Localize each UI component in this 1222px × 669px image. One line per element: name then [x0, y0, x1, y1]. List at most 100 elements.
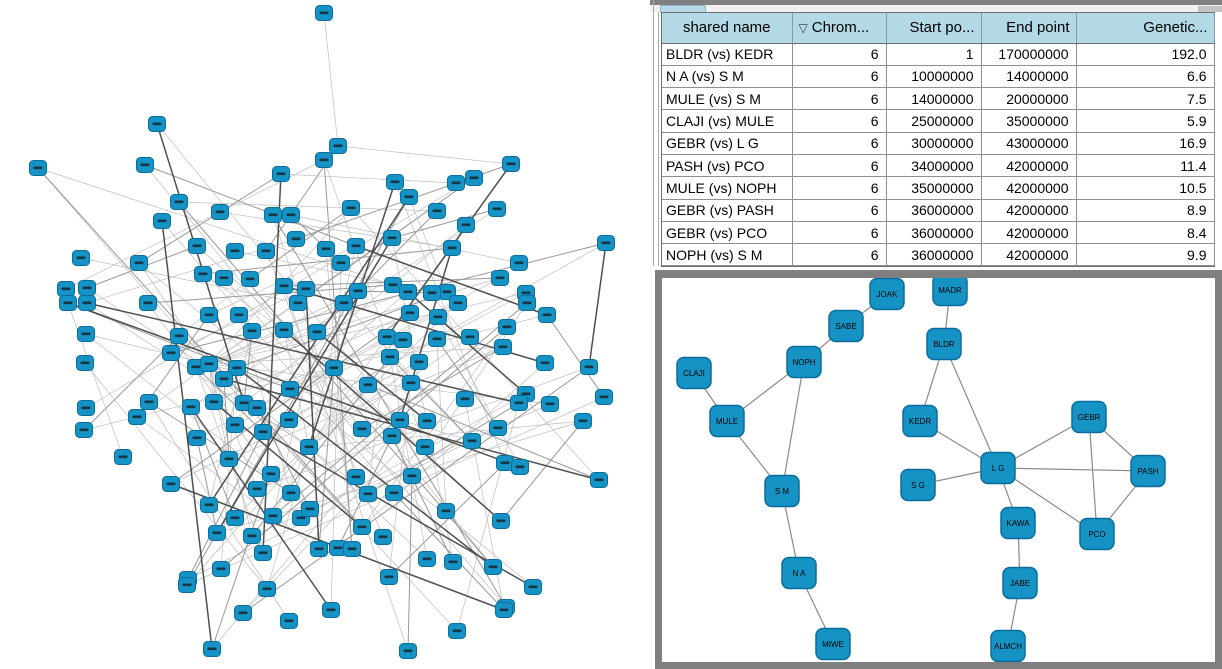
- network-node[interactable]: [400, 189, 418, 205]
- table-cell[interactable]: 9.9: [1076, 243, 1215, 267]
- network-node[interactable]: [489, 420, 507, 436]
- network-node[interactable]: [418, 413, 436, 429]
- network-node[interactable]: [335, 295, 353, 311]
- column-header-3[interactable]: End point: [981, 13, 1077, 44]
- table-cell[interactable]: 7.5: [1076, 87, 1215, 111]
- network-node[interactable]: [403, 468, 421, 484]
- network-node[interactable]: [212, 561, 230, 577]
- table-cell[interactable]: GEBR (vs) L G: [662, 132, 793, 155]
- network-node[interactable]: [226, 417, 244, 433]
- network-node[interactable]: [258, 581, 276, 597]
- network-node[interactable]: [443, 240, 461, 256]
- network-node[interactable]: [77, 400, 95, 416]
- table-cell[interactable]: 43000000: [981, 132, 1077, 155]
- table-cell[interactable]: NOPH (vs) S M: [662, 243, 793, 267]
- table-cell[interactable]: 36000000: [886, 199, 982, 222]
- network-node[interactable]: [300, 439, 318, 455]
- table-cell[interactable]: 6: [792, 199, 887, 222]
- network-node[interactable]: [461, 329, 479, 345]
- network-node-gebr[interactable]: GEBR: [1071, 400, 1107, 434]
- network-node-bldr[interactable]: BLDR: [926, 327, 962, 361]
- network-node[interactable]: [502, 156, 520, 172]
- network-node[interactable]: [359, 377, 377, 393]
- network-node[interactable]: [200, 356, 218, 372]
- table-cell[interactable]: 14000000: [981, 65, 1077, 89]
- table-cell[interactable]: 35000000: [981, 109, 1077, 133]
- table-cell[interactable]: PASH (vs) PCO: [662, 154, 793, 178]
- network-node-n-a[interactable]: N A: [781, 556, 817, 590]
- table-cell[interactable]: 42000000: [981, 221, 1077, 245]
- network-node[interactable]: [484, 559, 502, 575]
- network-node[interactable]: [226, 243, 244, 259]
- main-network-canvas[interactable]: [0, 0, 650, 669]
- network-node[interactable]: [248, 400, 266, 416]
- table-row[interactable]: CLAJI (vs) MULE 6 25000000 35000000 5.9: [662, 109, 1215, 133]
- table-cell[interactable]: 42000000: [981, 154, 1077, 178]
- network-node[interactable]: [208, 525, 226, 541]
- network-node-jabe[interactable]: JABE: [1002, 566, 1038, 600]
- network-node[interactable]: [580, 359, 598, 375]
- table-row[interactable]: MULE (vs) NOPH 6 35000000 42000000 10.5: [662, 176, 1215, 200]
- network-node-mule[interactable]: MULE: [709, 404, 745, 438]
- network-node[interactable]: [385, 485, 403, 501]
- network-node[interactable]: [257, 243, 275, 259]
- network-node[interactable]: [301, 501, 319, 517]
- table-cell[interactable]: 6.6: [1076, 65, 1215, 89]
- table-row[interactable]: N A (vs) S M 6 10000000 14000000 6.6: [662, 65, 1215, 89]
- table-cell[interactable]: 11.4: [1076, 154, 1215, 178]
- table-row[interactable]: GEBR (vs) PCO 6 36000000 42000000 8.4: [662, 221, 1215, 245]
- network-node[interactable]: [401, 305, 419, 321]
- network-node[interactable]: [383, 230, 401, 246]
- column-header-4[interactable]: Genetic...: [1076, 13, 1215, 44]
- network-node[interactable]: [353, 519, 371, 535]
- network-node[interactable]: [136, 157, 154, 173]
- network-node[interactable]: [57, 281, 75, 297]
- network-node[interactable]: [182, 399, 200, 415]
- table-cell[interactable]: 34000000: [886, 154, 982, 178]
- network-node[interactable]: [429, 309, 447, 325]
- network-node[interactable]: [538, 307, 556, 323]
- network-node[interactable]: [234, 605, 252, 621]
- network-node[interactable]: [289, 295, 307, 311]
- table-cell[interactable]: 6: [792, 154, 887, 178]
- network-node[interactable]: [272, 166, 290, 182]
- table-cell[interactable]: GEBR (vs) PASH: [662, 199, 793, 222]
- network-node[interactable]: [359, 486, 377, 502]
- network-node[interactable]: [383, 428, 401, 444]
- network-node[interactable]: [230, 307, 248, 323]
- network-node[interactable]: [200, 497, 218, 513]
- table-cell[interactable]: 42000000: [981, 176, 1077, 200]
- table-cell[interactable]: 6: [792, 43, 887, 66]
- network-node[interactable]: [447, 175, 465, 191]
- network-node[interactable]: [287, 231, 305, 247]
- network-node[interactable]: [416, 439, 434, 455]
- network-node[interactable]: [281, 381, 299, 397]
- network-node[interactable]: [282, 207, 300, 223]
- filter-icon[interactable]: ▽: [798, 21, 808, 36]
- network-node[interactable]: [349, 283, 367, 299]
- table-row[interactable]: GEBR (vs) PASH 6 36000000 42000000 8.9: [662, 199, 1215, 222]
- network-node[interactable]: [205, 394, 223, 410]
- table-cell[interactable]: 6: [792, 109, 887, 133]
- network-node[interactable]: [381, 349, 399, 365]
- network-node-almch[interactable]: ALMCH: [990, 629, 1026, 662]
- network-node[interactable]: [308, 324, 326, 340]
- network-node-kawa[interactable]: KAWA: [1000, 506, 1036, 540]
- network-node[interactable]: [78, 280, 96, 296]
- network-node[interactable]: [595, 389, 613, 405]
- network-node[interactable]: [541, 396, 559, 412]
- network-node-miwe[interactable]: MIWE: [815, 627, 851, 661]
- network-node-claji[interactable]: CLAJI: [676, 356, 712, 390]
- network-node[interactable]: [380, 569, 398, 585]
- table-row[interactable]: NOPH (vs) S M 6 36000000 42000000 9.9: [662, 243, 1215, 267]
- table-cell[interactable]: MULE (vs) NOPH: [662, 176, 793, 200]
- network-node[interactable]: [262, 466, 280, 482]
- table-cell[interactable]: MULE (vs) S M: [662, 87, 793, 111]
- table-cell[interactable]: 1: [886, 43, 982, 66]
- network-edge[interactable]: [997, 467, 1149, 472]
- network-node[interactable]: [463, 433, 481, 449]
- network-node-pco[interactable]: PCO: [1079, 517, 1115, 551]
- network-node[interactable]: [194, 266, 212, 282]
- network-node[interactable]: [200, 307, 218, 323]
- network-node[interactable]: [148, 116, 166, 132]
